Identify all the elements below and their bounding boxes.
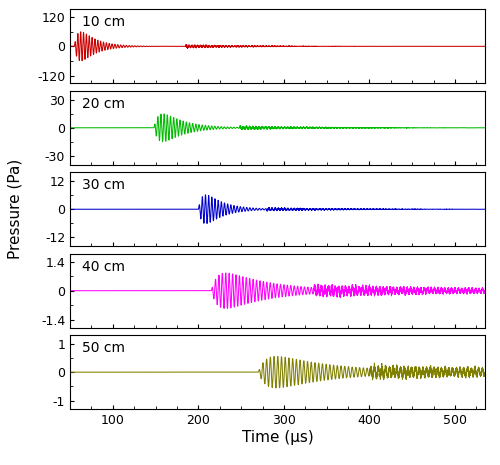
Text: Pressure (Pa): Pressure (Pa) — [8, 159, 22, 259]
Text: 40 cm: 40 cm — [82, 259, 126, 273]
Text: 10 cm: 10 cm — [82, 15, 126, 29]
Text: 20 cm: 20 cm — [82, 97, 126, 111]
Text: 30 cm: 30 cm — [82, 178, 126, 192]
X-axis label: Time (μs): Time (μs) — [242, 430, 314, 445]
Text: 50 cm: 50 cm — [82, 341, 126, 355]
